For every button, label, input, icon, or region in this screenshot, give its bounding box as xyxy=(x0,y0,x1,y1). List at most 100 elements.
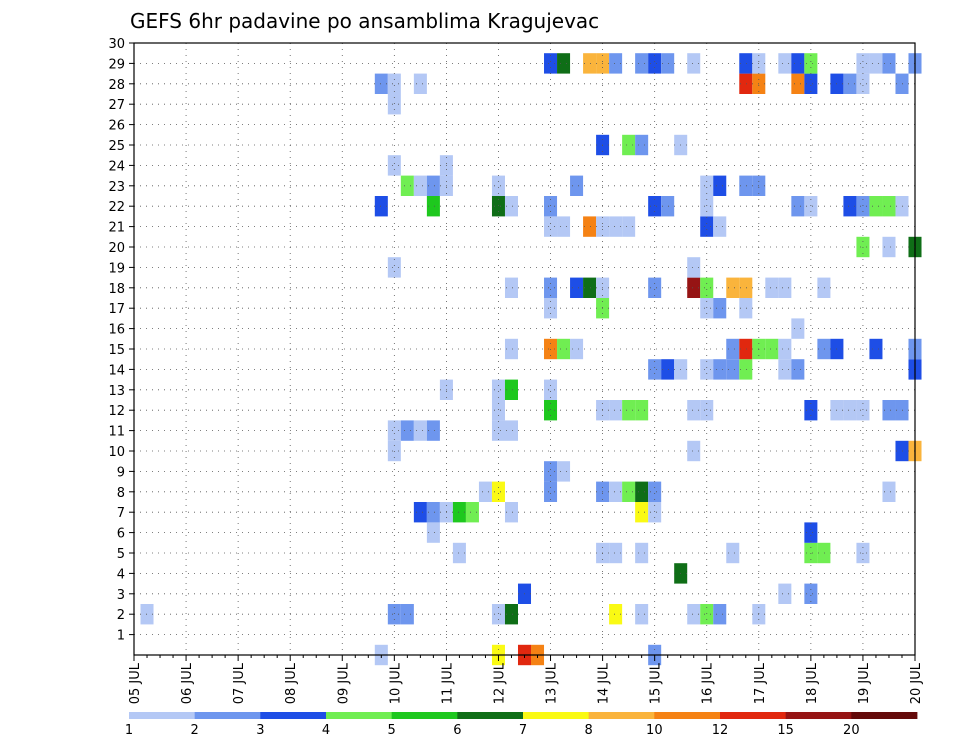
heatmap-cell xyxy=(609,481,623,502)
legend-swatch xyxy=(720,712,787,719)
heatmap-cell xyxy=(635,53,649,74)
y-tick-label: 2 xyxy=(117,608,125,623)
legend-label: 1 xyxy=(125,723,133,738)
heatmap-cell xyxy=(856,400,870,421)
heatmap-cell xyxy=(557,216,571,237)
heatmap-cell xyxy=(478,481,492,502)
heatmap-cell xyxy=(726,338,740,360)
y-tick-label: 18 xyxy=(108,282,125,297)
heatmap-cell xyxy=(713,359,727,380)
legend-swatch xyxy=(391,712,458,719)
heatmap-cell xyxy=(387,94,401,115)
heatmap-cell xyxy=(700,298,714,319)
x-tick-label: 13 JUL xyxy=(545,662,560,704)
heatmap-cell xyxy=(687,53,701,74)
y-tick-label: 4 xyxy=(117,567,125,582)
heatmap-cell xyxy=(491,196,505,217)
y-tick-label: 17 xyxy=(108,302,125,317)
heatmap-cell xyxy=(635,542,649,564)
y-tick-label: 8 xyxy=(117,486,125,501)
heatmap-cell xyxy=(374,73,388,94)
heatmap-cell xyxy=(687,277,701,298)
heatmap-cell xyxy=(583,53,597,74)
x-tick-label: 07 JUL xyxy=(232,662,247,704)
heatmap-cell xyxy=(609,53,623,74)
heatmap-cell xyxy=(804,196,818,217)
heatmap-cell xyxy=(869,53,883,74)
heatmap-cell xyxy=(856,73,870,94)
y-tick-label: 20 xyxy=(108,241,125,256)
legend-label: 20 xyxy=(843,723,860,738)
heatmap-cell xyxy=(491,175,505,196)
heatmap-cell xyxy=(843,400,857,421)
heatmap-cell xyxy=(856,196,870,217)
heatmap-cell xyxy=(817,277,831,298)
heatmap-cell xyxy=(400,420,414,441)
heatmap-cell xyxy=(426,522,440,543)
heatmap-cell xyxy=(843,196,857,217)
heatmap-cell xyxy=(726,277,740,298)
x-tick-label: 09 JUL xyxy=(336,662,351,704)
color-legend: 1 2 3 4 5 6 7 8 10 12 15 20 xyxy=(125,712,918,738)
legend-label: 7 xyxy=(519,723,527,738)
heatmap-cell xyxy=(778,583,792,604)
heatmap-cell xyxy=(387,73,401,94)
heatmap-cell xyxy=(635,604,649,625)
legend-label: 8 xyxy=(585,723,593,738)
y-tick-label: 7 xyxy=(117,506,125,521)
legend-swatch xyxy=(851,712,918,719)
heatmap-cell xyxy=(557,53,571,74)
heatmap-cell xyxy=(387,155,401,176)
heatmap-cell xyxy=(622,481,636,502)
heatmap-cell xyxy=(895,440,909,462)
heatmap-cell xyxy=(413,502,427,523)
heatmap-cell xyxy=(544,400,558,421)
heatmap-cell xyxy=(739,53,753,74)
heatmap-cell xyxy=(661,53,675,74)
heatmap-cell xyxy=(817,542,831,564)
x-tick-label: 05 JUL xyxy=(128,662,143,704)
legend-swatch xyxy=(588,712,655,719)
y-tick-label: 27 xyxy=(108,98,125,113)
heatmap-cell xyxy=(687,257,701,278)
heatmap-cell xyxy=(687,604,701,625)
heatmap-cell xyxy=(778,338,792,360)
heatmap-cell xyxy=(413,73,427,94)
heatmap-cell xyxy=(622,134,636,156)
heatmap-cell xyxy=(869,338,883,360)
heatmap-cell xyxy=(491,481,505,502)
heatmap-cell xyxy=(504,502,518,523)
heatmap-cell xyxy=(491,400,505,421)
heatmap-cell xyxy=(687,400,701,421)
heatmap-cell xyxy=(387,420,401,441)
legend-swatch xyxy=(523,712,590,719)
y-tick-label: 23 xyxy=(108,180,125,195)
heatmap-cell xyxy=(700,175,714,196)
heatmap-cell xyxy=(739,298,753,319)
heatmap-cell xyxy=(504,338,518,360)
heatmap-cell xyxy=(609,216,623,237)
y-axis: 1234567891011121314151617181920212223242… xyxy=(108,37,134,644)
y-tick-label: 15 xyxy=(108,343,125,358)
heatmap-cell xyxy=(765,338,779,360)
heatmap-cell xyxy=(544,481,558,502)
x-tick-label: 19 JUL xyxy=(857,662,872,704)
heatmap-cell xyxy=(700,216,714,237)
heatmap-cell xyxy=(804,400,818,421)
heatmap-cell xyxy=(504,277,518,298)
heatmap-cell xyxy=(700,359,714,380)
heatmap-cell xyxy=(583,277,597,298)
heatmap-cell xyxy=(544,298,558,319)
chart-title: GEFS 6hr padavine po ansamblima Kragujev… xyxy=(130,9,599,33)
heatmap-cell xyxy=(504,379,518,400)
heatmap-cell xyxy=(504,196,518,217)
heatmap-cell xyxy=(739,338,753,360)
legend-label: 5 xyxy=(388,723,396,738)
heatmap-cell xyxy=(791,359,805,380)
legend-label: 6 xyxy=(453,723,461,738)
heatmap-cell xyxy=(817,338,831,360)
heatmap-cell xyxy=(609,400,623,421)
y-tick-label: 16 xyxy=(108,323,125,338)
y-tick-label: 11 xyxy=(108,425,125,440)
heatmap-cell xyxy=(452,542,466,564)
